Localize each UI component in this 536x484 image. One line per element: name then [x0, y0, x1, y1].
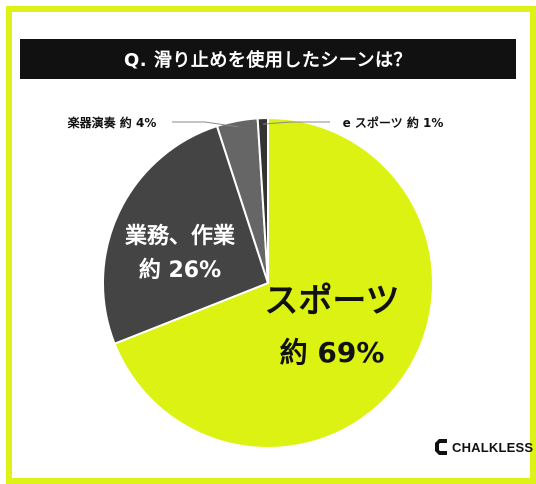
slice-label-esports: e スポーツ 約 1%	[343, 115, 444, 130]
pie-slice-1	[113, 116, 434, 449]
slice-label-music: 楽器演奏 約 4%	[68, 115, 157, 130]
slice-value-work: 約 26%	[139, 257, 221, 283]
pie-slice-2	[102, 124, 270, 346]
chalkless-logo: CHALKLESS	[433, 437, 533, 457]
leader-line-esports	[262, 121, 330, 125]
logo-text: CHALKLESS	[452, 439, 534, 455]
pie-slice-4	[256, 116, 269, 284]
slice-value-sports: 約 69%	[280, 336, 385, 369]
chalkless-logo-icon	[435, 439, 447, 455]
slice-label-sports: スポーツ	[264, 281, 399, 321]
outer-frame	[6, 6, 536, 484]
leader-line-music	[172, 121, 239, 128]
slice-label-work: 業務、作業	[125, 223, 236, 249]
chart-title: Q. 滑り止めを使用したシーンは？	[20, 39, 516, 79]
